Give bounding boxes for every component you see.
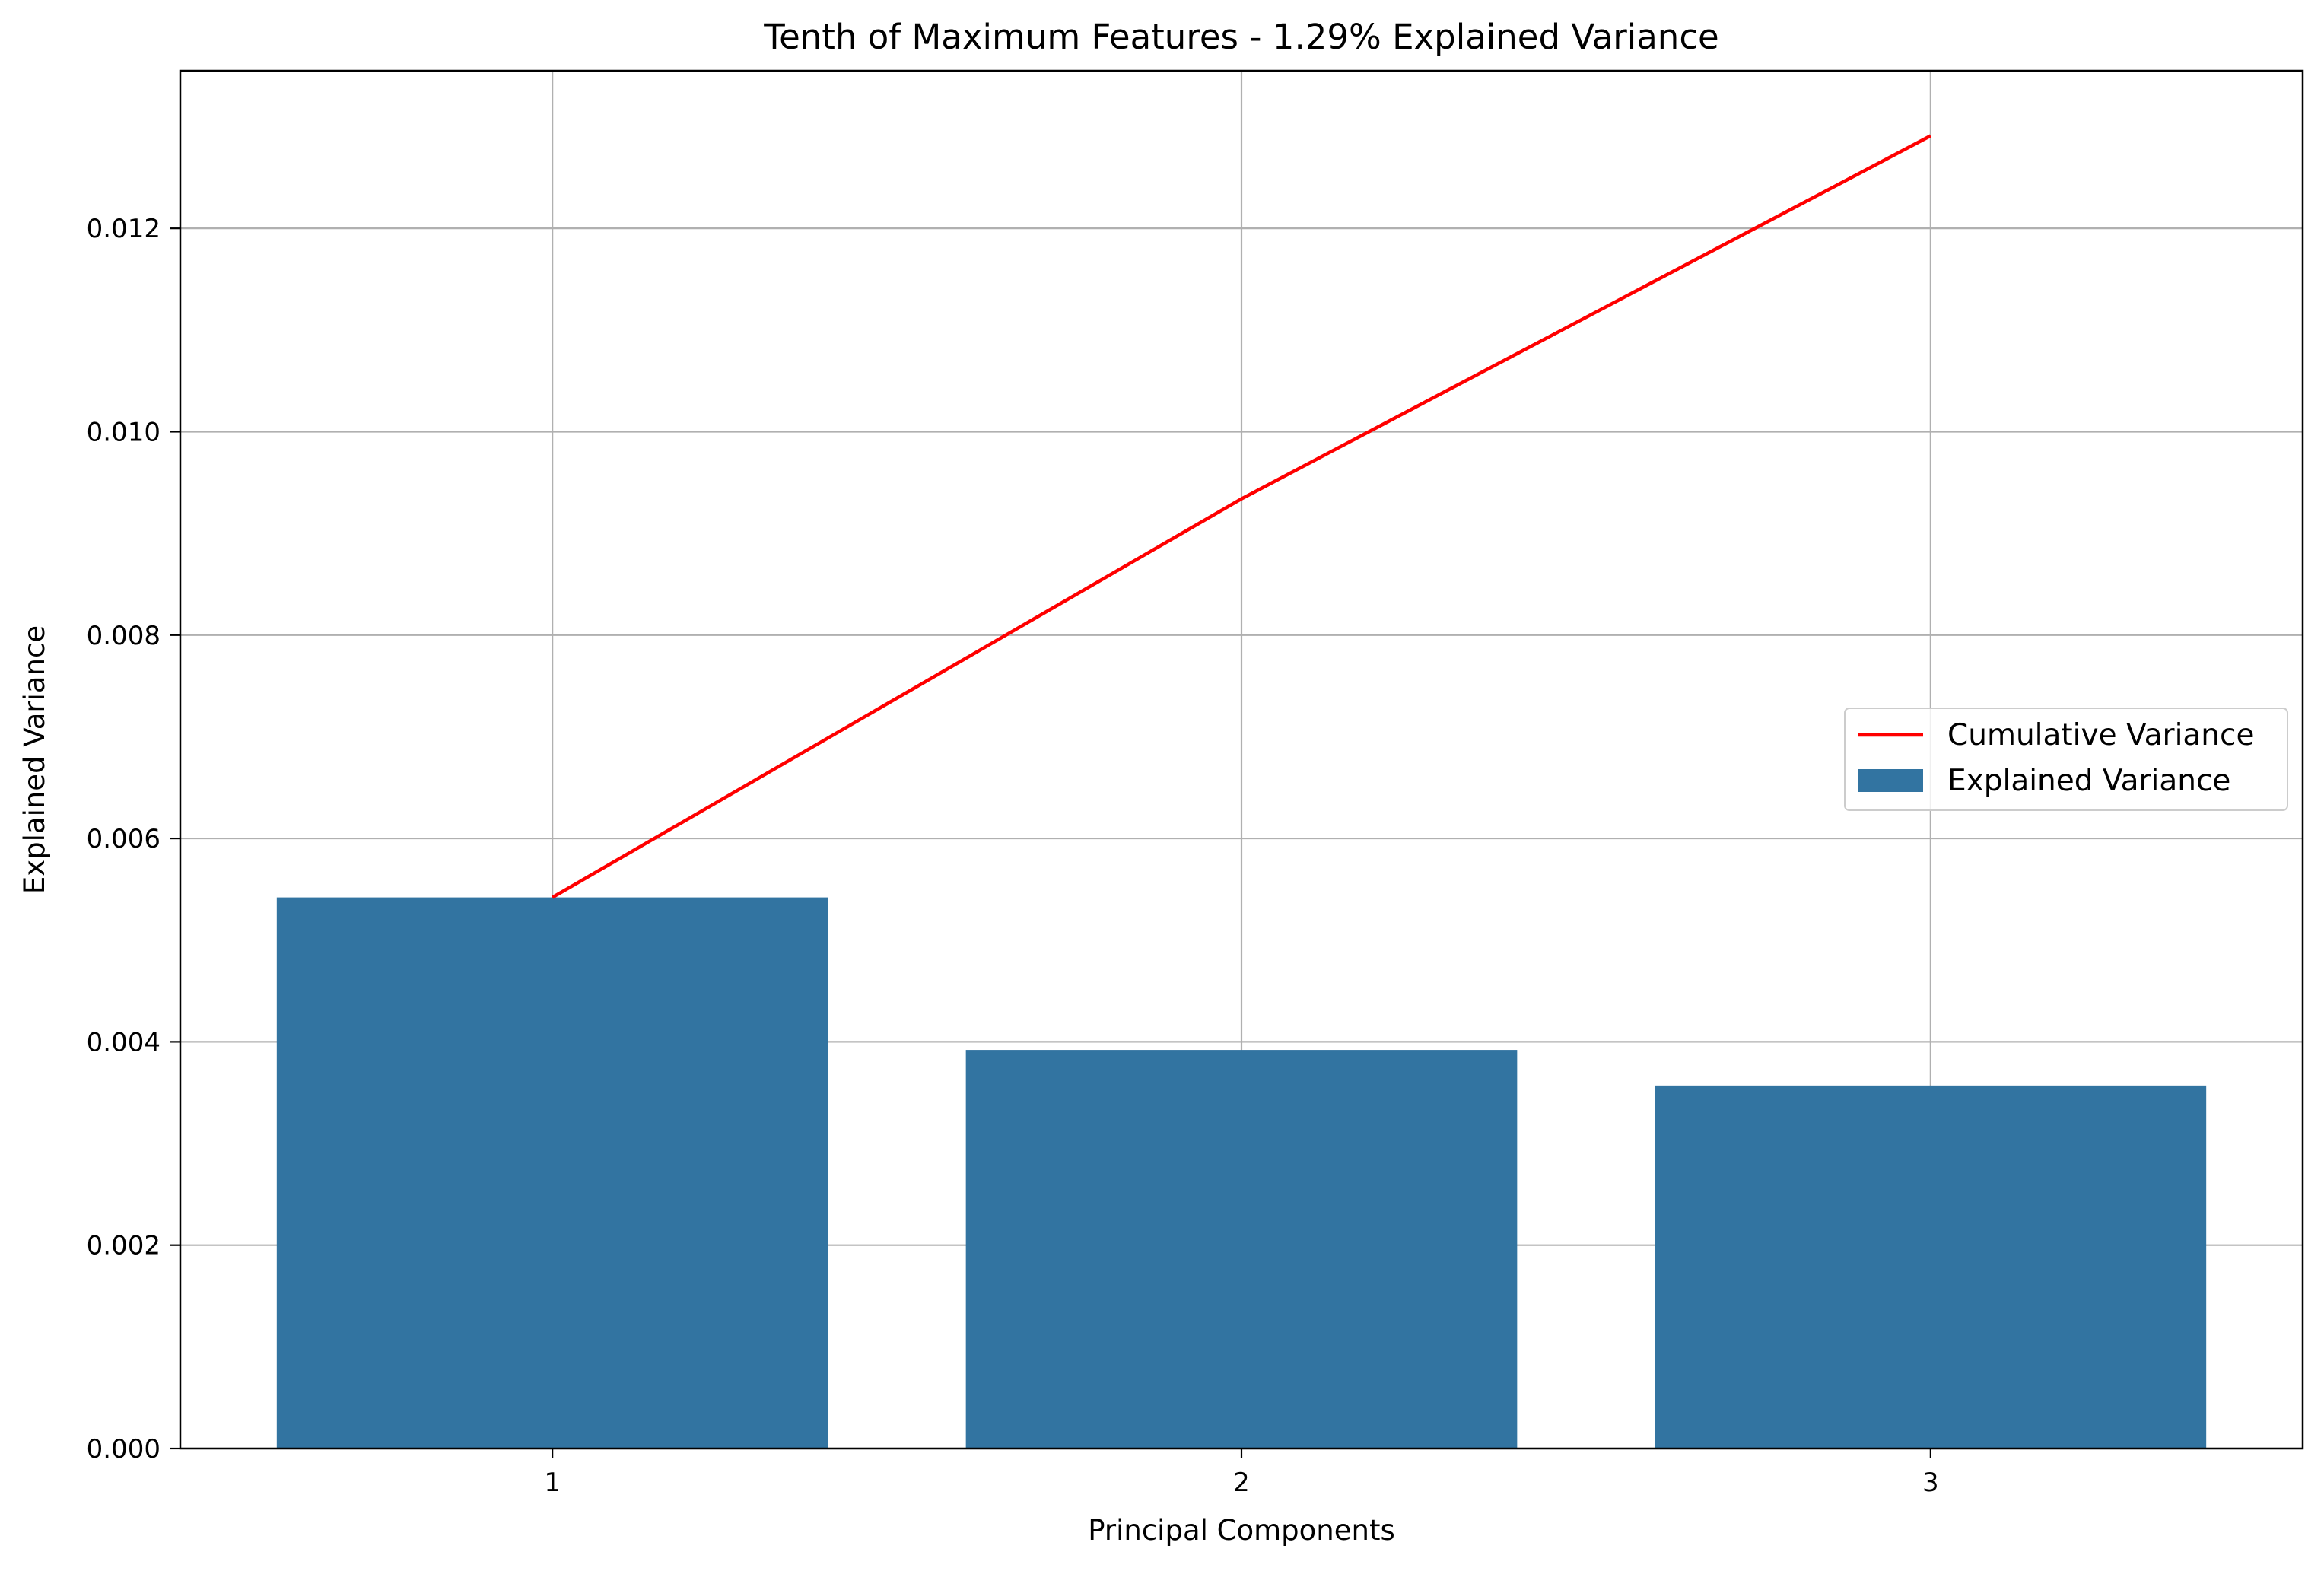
bar-explained-variance-pc1 [276,897,828,1449]
x-axis-label: Principal Components [1088,1514,1395,1547]
line-cumulative-variance [552,134,1931,899]
y-tick-label: 0.000 [87,1434,161,1464]
y-axis-label: Explained Variance [18,625,51,894]
bars-layer [276,897,2207,1449]
y-tick-label: 0.006 [87,824,161,854]
bar-explained-variance-pc3 [1655,1085,2207,1449]
legend-label-cumulative-variance: Cumulative Variance [1947,718,2254,752]
line-layer [552,134,1931,899]
ticks-layer: 1 2 3 0.000 0.002 0.004 0.006 0.008 0.010 0.012 [87,214,1939,1498]
legend-swatch-explained-variance [1858,769,1923,792]
y-tick-label: 0.004 [87,1027,161,1057]
y-tick-label: 0.008 [87,621,161,651]
y-tick-label: 0.010 [87,417,161,447]
bar-explained-variance-pc2 [965,1050,1518,1449]
y-tick-label: 0.002 [87,1231,161,1261]
x-tick-label: 3 [1922,1468,1939,1498]
y-tick-label: 0.012 [87,214,161,244]
chart-title: Tenth of Maximum Features - 1.29% Explai… [763,17,1719,57]
legend-box [1844,708,2288,811]
legend: Cumulative Variance Explained Variance [1844,708,2288,811]
x-tick-label: 2 [1233,1468,1250,1498]
x-tick-label: 1 [544,1468,561,1498]
legend-label-explained-variance: Explained Variance [1947,764,2230,798]
